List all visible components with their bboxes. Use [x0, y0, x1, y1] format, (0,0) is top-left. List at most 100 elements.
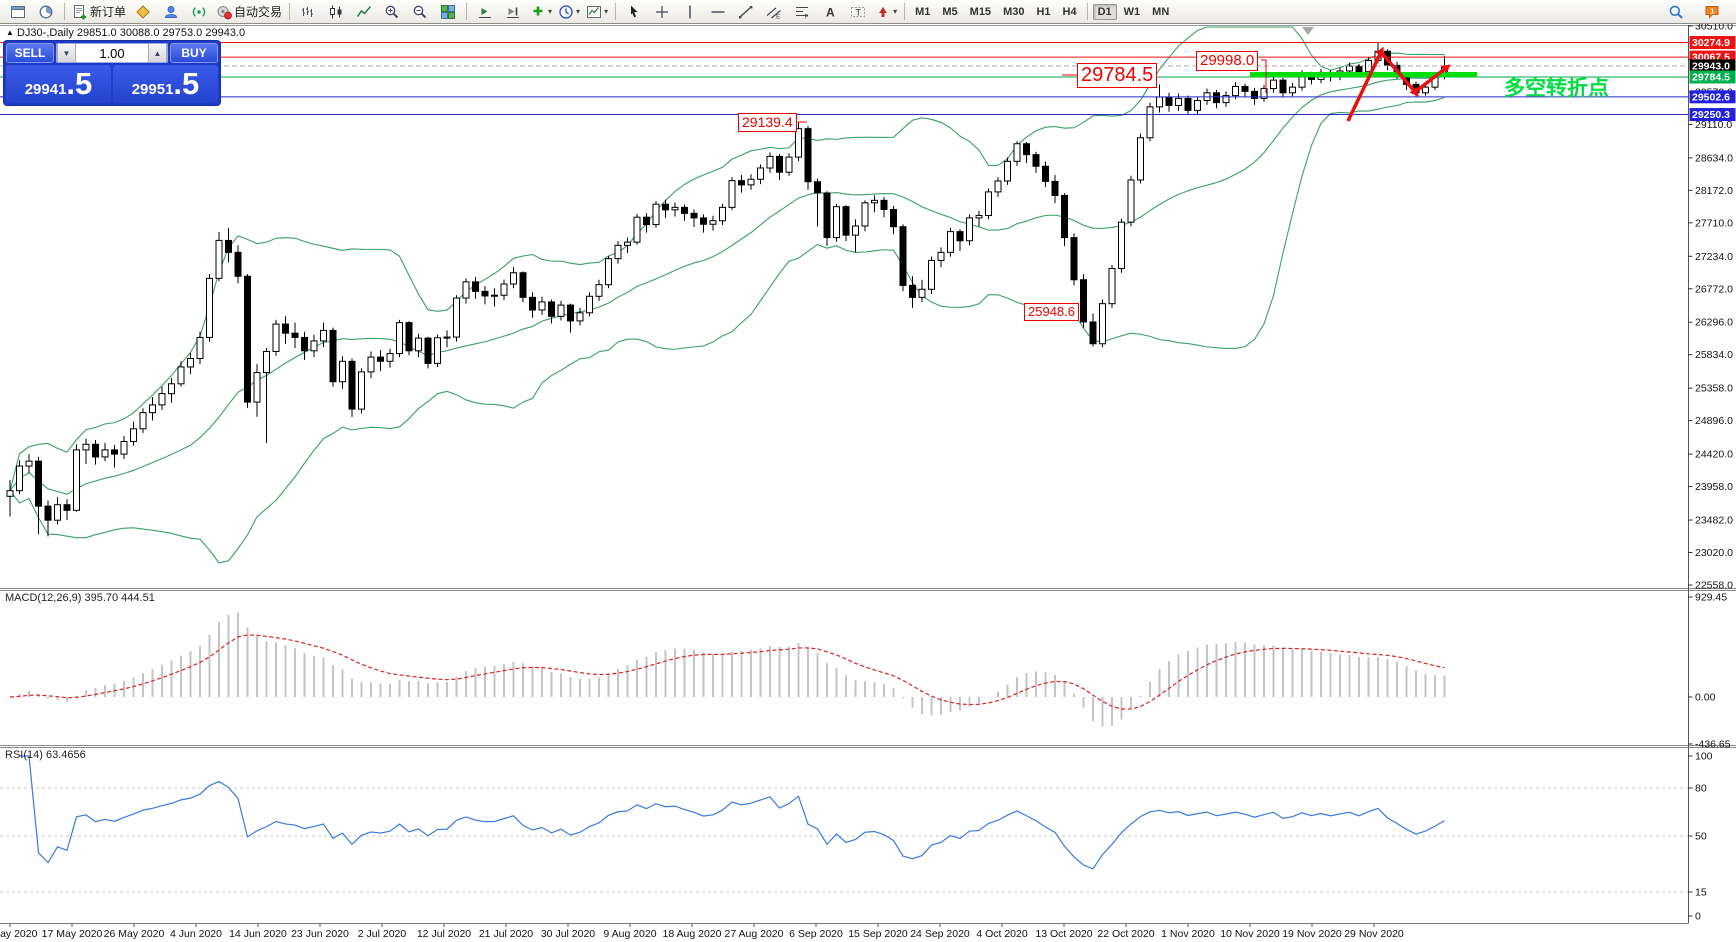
fibonacci-tool-button[interactable]: F	[788, 0, 816, 23]
buy-button[interactable]: BUY	[170, 43, 218, 63]
volume-decrease-button[interactable]: ▼	[57, 44, 76, 62]
turning-point-annotation[interactable]: 多空转折点	[1504, 77, 1609, 100]
collapse-arrow-icon[interactable]: ▲	[6, 28, 14, 37]
text-tool-button[interactable]: A	[816, 0, 844, 23]
timeframe-w1[interactable]: W1	[1123, 5, 1141, 18]
volume-input[interactable]	[76, 44, 148, 62]
timeframe-m30[interactable]: M30	[1003, 5, 1025, 18]
cursor-tool-button[interactable]	[620, 0, 648, 23]
profiles-button[interactable]	[32, 0, 60, 23]
vertical-line-tool-button[interactable]	[676, 0, 704, 23]
buy-price-pips: .5	[173, 66, 200, 101]
buy-price-display[interactable]: 29951.5	[113, 65, 218, 103]
timeframe-mn[interactable]: MN	[1152, 5, 1170, 18]
chart-shift-marker[interactable]	[1302, 27, 1314, 35]
svg-text:A: A	[826, 5, 835, 19]
autotrading-button[interactable]: 自动交易	[213, 0, 285, 23]
zigzag-arrows-object[interactable]	[1346, 46, 1451, 122]
notifications-button[interactable]: 1	[1698, 0, 1726, 23]
chart-shift-button[interactable]	[499, 0, 527, 23]
svg-text:19 Nov 2020: 19 Nov 2020	[1282, 928, 1342, 940]
barchart-icon	[302, 6, 314, 17]
svg-text:26 May 2020: 26 May 2020	[104, 928, 165, 940]
svg-text:29502.6: 29502.6	[1692, 91, 1730, 103]
pane-borders	[0, 25, 1736, 924]
timeframe-m5[interactable]: M5	[942, 5, 958, 18]
add-indicator-button[interactable]: ▾	[527, 0, 555, 23]
svg-text:7 May 2020: 7 May 2020	[0, 928, 38, 940]
market-watch-button[interactable]	[129, 0, 157, 23]
auto-scroll-button[interactable]	[471, 0, 499, 23]
svg-text:28634.0: 28634.0	[1695, 152, 1733, 164]
svg-text:15 Sep 2020: 15 Sep 2020	[848, 928, 908, 940]
svg-text:27234.0: 27234.0	[1695, 251, 1733, 263]
toolbar-separator	[615, 3, 617, 20]
price-axis[interactable]: 30510.030034.029572.029110.028634.028172…	[1688, 21, 1736, 592]
candlestick-chart-button[interactable]	[322, 0, 350, 23]
svg-text:27 Aug 2020: 27 Aug 2020	[725, 928, 784, 940]
volume-increase-button[interactable]: ▲	[148, 44, 167, 62]
label-tool-button[interactable]: T	[844, 0, 872, 23]
svg-text:23 Jun 2020: 23 Jun 2020	[291, 928, 349, 940]
sell-price-display[interactable]: 29941.5	[6, 65, 111, 103]
diamond-icon	[136, 4, 150, 19]
zoom-out-button[interactable]	[406, 0, 434, 23]
svg-text:0.00: 0.00	[1695, 692, 1716, 704]
timeframe-m15[interactable]: M15	[969, 5, 992, 18]
fibo-icon: F	[796, 6, 809, 20]
symbol-ohlc-text: DJ30-,Daily 29851.0 30088.0 29753.0 2994…	[16, 27, 246, 39]
community-button[interactable]	[157, 0, 185, 23]
macd-indicator-label: MACD(12,26,9) 395.70 444.51	[5, 592, 155, 604]
signals-button[interactable]	[185, 0, 213, 23]
timeframe-m1[interactable]: M1	[915, 5, 931, 18]
svg-text:29250.3: 29250.3	[1692, 109, 1730, 121]
svg-text:26296.0: 26296.0	[1695, 317, 1733, 329]
tile-windows-button[interactable]	[434, 0, 462, 23]
price-label-29784[interactable]: 29784.5	[1077, 63, 1158, 88]
channel-tool-button[interactable]: E	[760, 0, 788, 23]
arrows-tool-button[interactable]: ▾	[872, 0, 900, 23]
zoom-in-button[interactable]	[378, 0, 406, 23]
svg-text:25834.0: 25834.0	[1695, 349, 1733, 361]
timeframe-h4[interactable]: H4	[1062, 5, 1077, 18]
svg-text:24 Sep 2020: 24 Sep 2020	[910, 928, 970, 940]
svg-text:22558.0: 22558.0	[1695, 580, 1733, 592]
rsi-indicator: 100 80 50 15 0	[0, 751, 1713, 923]
svg-text:4 Jun 2020: 4 Jun 2020	[170, 928, 222, 940]
price-label-25948[interactable]: 25948.6	[1024, 303, 1079, 321]
svg-text:F: F	[805, 13, 809, 20]
price-label-29998[interactable]: 29998.0	[1196, 51, 1259, 71]
templates-button[interactable]: ▾	[583, 0, 611, 23]
macd-indicator: 929.45 0.00 -436.65	[9, 592, 1731, 750]
sell-price-main: 29941	[24, 81, 67, 98]
timeframe-d1[interactable]: D1	[1092, 3, 1117, 20]
trendline-tool-button[interactable]	[732, 0, 760, 23]
channel-icon: E	[766, 7, 781, 20]
svg-text:21 Jul 2020: 21 Jul 2020	[479, 928, 533, 940]
price-label-29139[interactable]: 29139.4	[738, 113, 797, 132]
zoomout-icon	[413, 5, 427, 18]
crosshair-tool-button[interactable]	[648, 0, 676, 23]
signals-icon	[192, 6, 206, 17]
new-chart-button[interactable]	[4, 0, 32, 23]
new-order-button[interactable]: 新订单	[69, 0, 129, 23]
svg-text:26772.0: 26772.0	[1695, 283, 1733, 295]
search-button[interactable]	[1662, 0, 1690, 23]
profiles-icon	[39, 5, 53, 18]
search-icon	[1669, 5, 1683, 19]
bar-chart-button[interactable]	[294, 0, 322, 23]
periods-button[interactable]: ▾	[555, 0, 583, 23]
svg-text:22 Oct 2020: 22 Oct 2020	[1097, 928, 1154, 940]
timeframe-h1[interactable]: H1	[1036, 5, 1051, 18]
window-icon	[11, 5, 25, 18]
svg-text:4 Oct 2020: 4 Oct 2020	[976, 928, 1028, 940]
svg-text:100: 100	[1695, 751, 1713, 763]
line-chart-button[interactable]	[350, 0, 378, 23]
horizontal-line-tool-button[interactable]	[704, 0, 732, 23]
toolbar: 新订单 自动交易 ▾ ▾ ▾ E F A T ▾ M1 M5 M15 M30 H1 H4 D1 W1 MN 1	[0, 0, 1736, 24]
sell-button[interactable]: SELL	[6, 43, 54, 63]
chevron-down-icon: ▾	[893, 7, 898, 16]
level-lines[interactable]	[0, 42, 1688, 116]
